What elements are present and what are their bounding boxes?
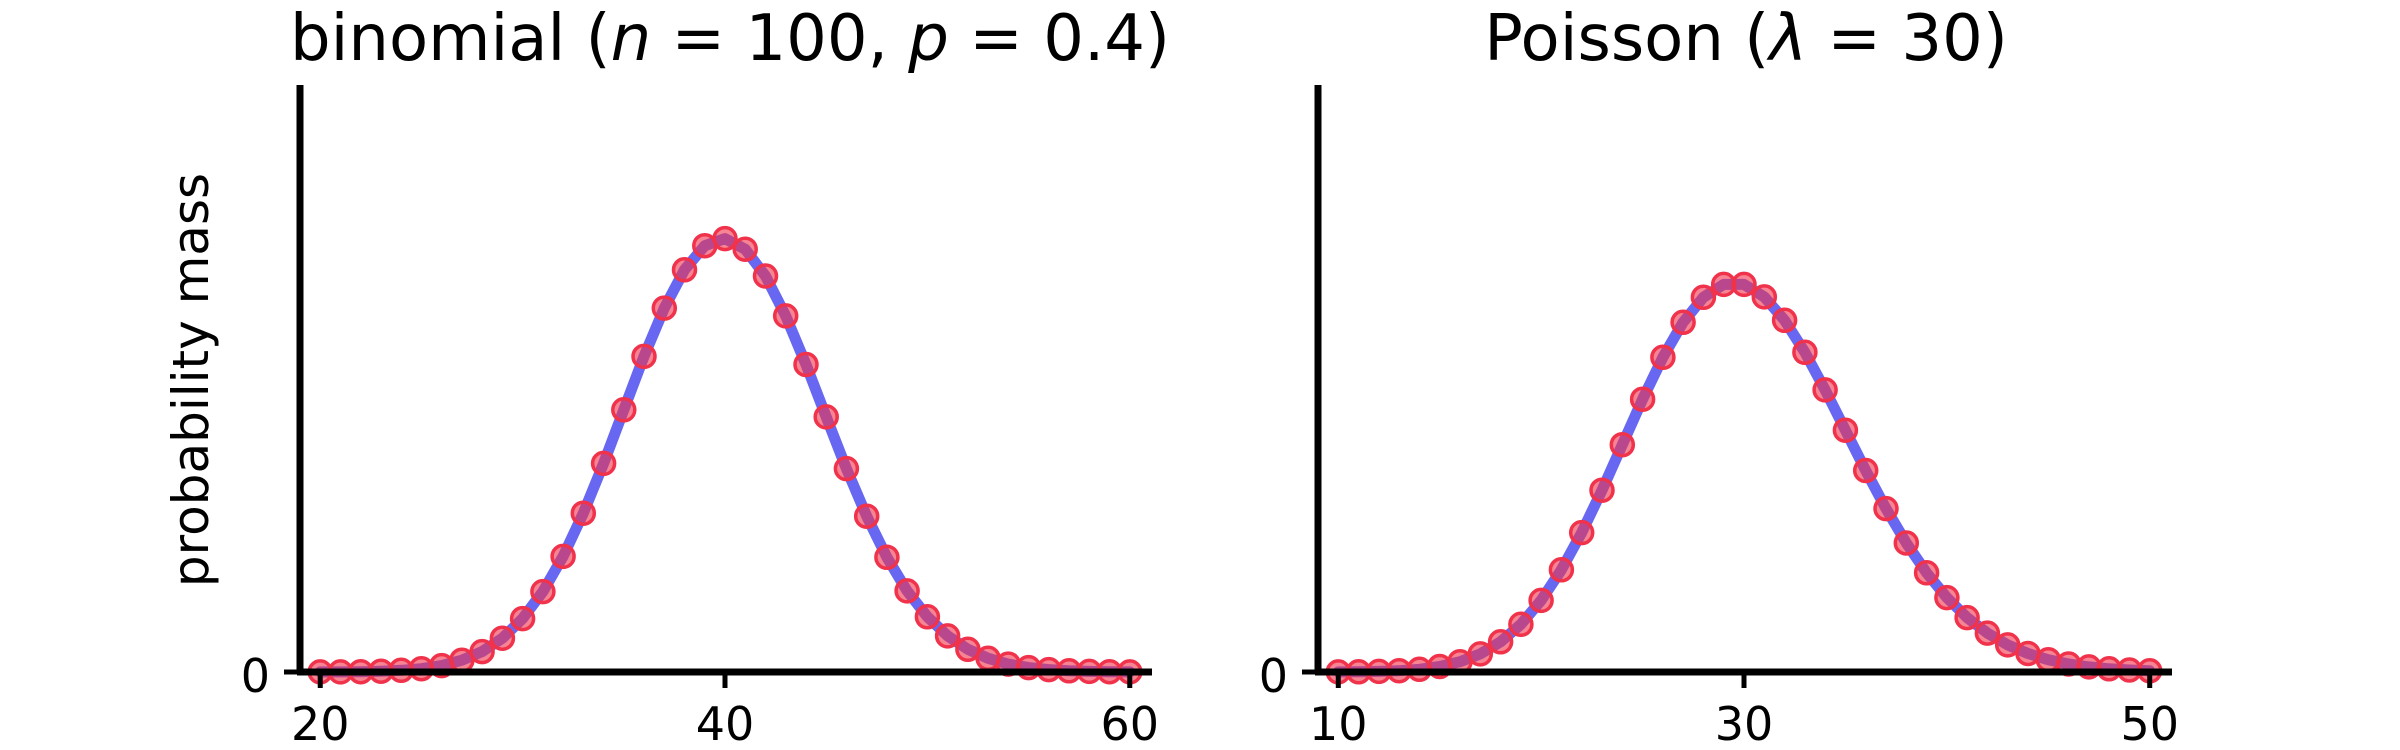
poisson-y-tick-label: 0 bbox=[1259, 649, 1288, 703]
x-tick-label: 30 bbox=[1715, 697, 1774, 750]
pmf-point bbox=[1974, 620, 2001, 646]
pmf-point bbox=[489, 625, 516, 651]
pmf-point bbox=[1852, 457, 1879, 484]
pmf-point bbox=[1792, 339, 1818, 366]
pmf-point bbox=[1771, 307, 1798, 334]
pmf-point bbox=[1467, 641, 1494, 667]
pmf-point bbox=[1629, 386, 1656, 412]
pmf-point bbox=[955, 636, 981, 663]
binomial-series bbox=[307, 225, 1143, 685]
pmf-point bbox=[1650, 344, 1676, 371]
y-axis-label: probability mass bbox=[162, 173, 220, 587]
pmf-line bbox=[1332, 278, 2156, 678]
x-tick-label: 60 bbox=[1100, 697, 1159, 750]
pmf-point bbox=[469, 638, 495, 665]
pmf-point bbox=[1528, 587, 1554, 614]
pmf-point bbox=[934, 623, 961, 649]
binomial-title: binomial (n = 100, p = 0.4) bbox=[290, 2, 1170, 76]
pmf-point bbox=[1690, 284, 1717, 311]
pmf-point bbox=[530, 578, 556, 605]
binomial-panel: binomial (n = 100, p = 0.4) probability … bbox=[162, 2, 1170, 750]
pmf-point bbox=[1508, 611, 1534, 638]
pmf-point bbox=[732, 236, 758, 262]
pmf-point bbox=[671, 257, 698, 283]
pmf-point bbox=[1487, 629, 1514, 655]
pmf-point bbox=[1832, 417, 1859, 443]
poisson-title: Poisson (λ = 30) bbox=[1484, 2, 2008, 76]
pmf-point bbox=[1731, 271, 1757, 298]
pmf-point bbox=[1670, 309, 1696, 336]
pmf-point bbox=[550, 543, 576, 570]
pmf-point bbox=[1568, 519, 1595, 546]
pmf-point bbox=[894, 578, 920, 604]
pmf-point bbox=[1934, 584, 1960, 611]
pmf-point bbox=[1548, 557, 1575, 583]
pmf-point bbox=[833, 455, 860, 482]
pmf-point bbox=[1609, 431, 1636, 458]
pmf-point bbox=[1751, 284, 1778, 310]
pmf-point bbox=[914, 604, 941, 630]
x-tick-label: 40 bbox=[696, 697, 755, 750]
pmf-point bbox=[1589, 477, 1615, 503]
binomial-y-tick-label: 0 bbox=[241, 649, 270, 703]
pmf-point bbox=[712, 225, 738, 252]
poisson-series bbox=[1325, 271, 2163, 685]
pmf-point bbox=[1812, 377, 1838, 403]
pmf-point bbox=[509, 605, 536, 632]
binomial-x-ticks: 20 40 60 bbox=[291, 672, 1159, 750]
pmf-point bbox=[874, 544, 900, 571]
pmf-point bbox=[772, 303, 799, 329]
pmf-point bbox=[570, 500, 597, 526]
pmf-point bbox=[651, 295, 678, 321]
pmf-point bbox=[1873, 495, 1899, 522]
pmf-point bbox=[1913, 560, 1940, 586]
pmf-point bbox=[853, 503, 880, 529]
pmf-point bbox=[752, 263, 779, 289]
pmf-point bbox=[590, 450, 617, 477]
x-tick-label: 10 bbox=[1309, 697, 1368, 750]
pmf-point bbox=[1893, 530, 1920, 556]
pmf-point bbox=[2035, 646, 2062, 673]
pmf-point bbox=[1954, 604, 1980, 631]
pmf-point bbox=[793, 351, 819, 378]
pmf-line bbox=[314, 233, 1136, 678]
pmf-point bbox=[813, 404, 839, 430]
pmf-point bbox=[611, 397, 637, 423]
x-tick-label: 20 bbox=[291, 697, 350, 750]
poisson-x-ticks: 10 30 50 bbox=[1309, 672, 2179, 750]
x-tick-label: 50 bbox=[2120, 697, 2179, 750]
poisson-panel: Poisson (λ = 30) 0 10 30 50 bbox=[1259, 2, 2179, 750]
pmf-point bbox=[631, 343, 657, 370]
